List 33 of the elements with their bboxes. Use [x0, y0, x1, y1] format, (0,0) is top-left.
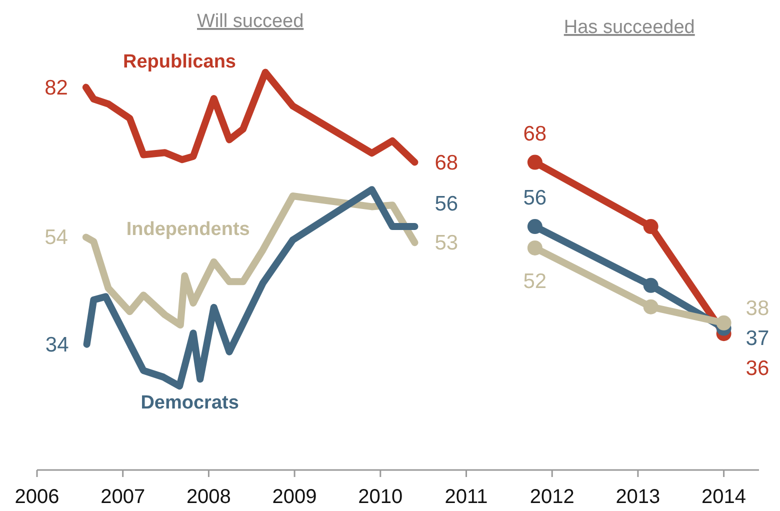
point: [527, 154, 542, 170]
data-label: 68: [434, 151, 458, 174]
point: [527, 240, 542, 256]
point: [643, 299, 658, 314]
data-label: 36: [746, 356, 770, 380]
x-tick-label: 2014: [702, 486, 746, 508]
series-label: Republicans: [123, 51, 236, 72]
data-label: 53: [434, 232, 458, 255]
point: [643, 219, 658, 234]
series-label: Independents: [126, 219, 250, 240]
data-label: 68: [523, 122, 547, 146]
text: Has succeeded: [564, 17, 695, 38]
data-label: 38: [746, 296, 770, 320]
x-tick-label: 2009: [272, 486, 317, 508]
x-tick-label: 2013: [616, 486, 660, 508]
x-tick-label: 2006: [14, 486, 60, 508]
point: [643, 278, 658, 293]
series-label: Democrats: [140, 392, 239, 414]
x-tick-label: 2008: [186, 486, 231, 508]
x-tick-label: 2010: [358, 486, 403, 508]
x-tick-label: 2012: [530, 486, 574, 508]
x-tick-label: 2007: [100, 486, 146, 508]
text: Will succeed: [197, 11, 304, 32]
data-label: 82: [44, 76, 68, 100]
data-label: 37: [746, 326, 770, 350]
data-label: 34: [45, 333, 70, 356]
data-label: 56: [523, 186, 547, 210]
point: [716, 315, 732, 330]
point: [527, 219, 542, 234]
data-label: 56: [434, 192, 458, 216]
data-label: 54: [44, 226, 68, 250]
x-tick-label: 2011: [444, 486, 488, 508]
data-label: 52: [523, 270, 547, 293]
